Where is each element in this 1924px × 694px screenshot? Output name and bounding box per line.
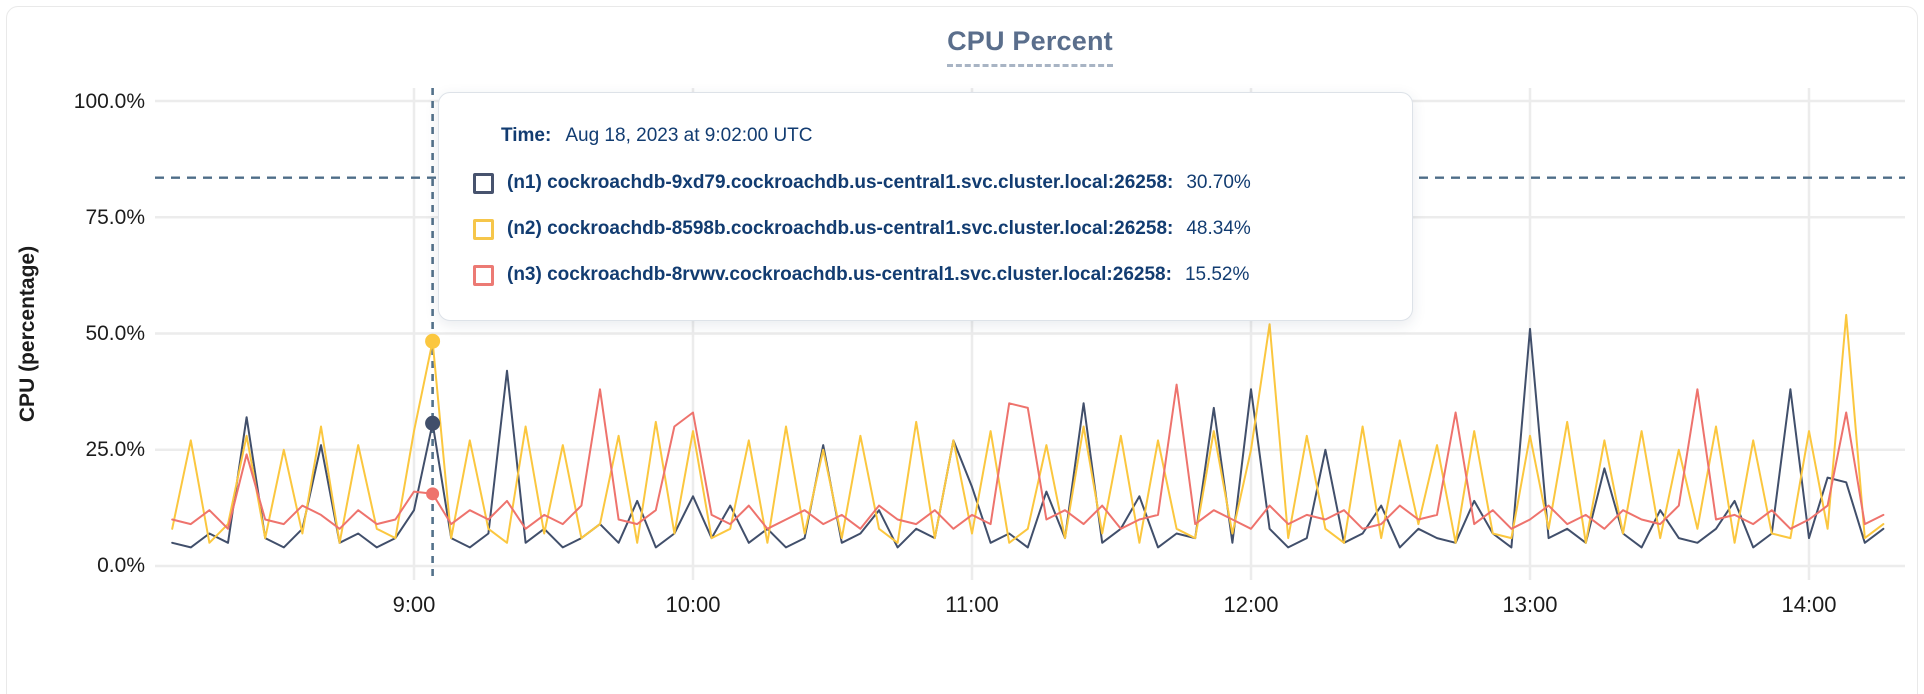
y-tick-label: 25.0% — [85, 438, 145, 461]
tooltip-time-label: Time: — [501, 125, 552, 146]
series-n2-label: (n2) cockroachdb-8598b.cockroachdb.us-ce… — [507, 218, 1174, 239]
y-tick-label: 100.0% — [73, 90, 145, 113]
series-n3-label: (n3) cockroachdb-8rvwv.cockroachdb.us-ce… — [507, 264, 1172, 285]
series-n2-value: 48.34% — [1186, 218, 1251, 239]
x-tick-label: 14:00 — [1781, 592, 1837, 617]
tooltip-series-row-n2: (n2) cockroachdb-8598b.cockroachdb.us-ce… — [473, 218, 1382, 240]
tooltip-series-row-n3: (n3) cockroachdb-8rvwv.cockroachdb.us-ce… — [473, 264, 1382, 286]
chart-title: CPU Percent — [947, 26, 1113, 67]
tooltip-time-value: Aug 18, 2023 at 9:02:00 UTC — [565, 125, 813, 146]
y-tick-label: 50.0% — [85, 322, 145, 345]
chart-tooltip: Time: Aug 18, 2023 at 9:02:00 UTC (n1) c… — [438, 92, 1413, 321]
tooltip-series-row-n1: (n1) cockroachdb-9xd79.cockroachdb.us-ce… — [473, 172, 1382, 194]
series-n3-value: 15.52% — [1184, 264, 1250, 285]
series-n1-value: 30.70% — [1186, 172, 1251, 193]
x-tick-label: 11:00 — [945, 592, 999, 617]
series-n1-swatch-icon — [473, 172, 494, 194]
series-n2-swatch-icon — [473, 218, 494, 240]
tooltip-time-row: Time: Aug 18, 2023 at 9:02:00 UTC — [473, 125, 1382, 147]
x-tick-label: 10:00 — [665, 592, 721, 617]
series-n1-label: (n1) cockroachdb-9xd79.cockroachdb.us-ce… — [507, 172, 1174, 193]
x-tick-label: 9:00 — [392, 592, 436, 617]
series-n3-swatch-icon — [473, 264, 494, 286]
y-tick-label: 0.0% — [97, 554, 145, 577]
x-tick-label: 13:00 — [1502, 592, 1558, 617]
x-tick-label: 12:00 — [1223, 592, 1279, 617]
y-tick-label: 75.0% — [85, 206, 145, 229]
